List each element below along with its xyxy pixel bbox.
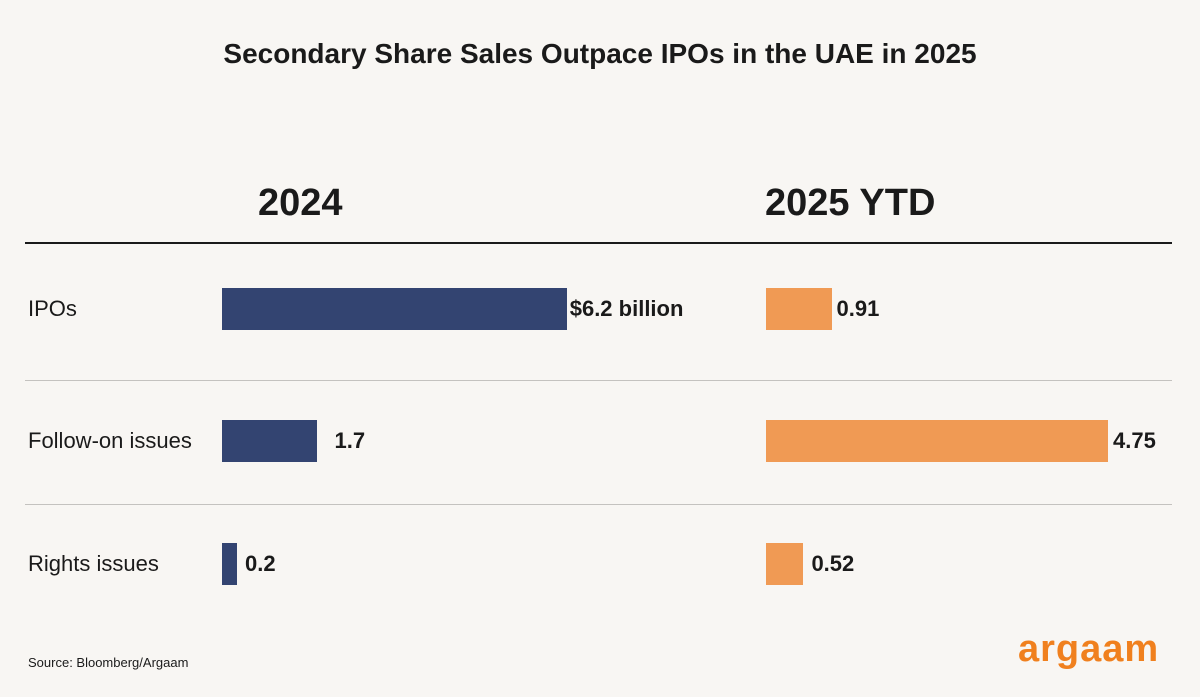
- argaam-logo: argaam: [1018, 628, 1160, 670]
- bar-2024-2: [222, 543, 237, 585]
- bar-2024-0: [222, 288, 567, 330]
- row-divider: [25, 380, 1172, 381]
- row-divider: [25, 504, 1172, 505]
- category-label: IPOs: [28, 296, 77, 321]
- data-label: $6.2 billion: [569, 296, 684, 321]
- header-rule: [25, 242, 1172, 244]
- bar-2024-1: [222, 420, 317, 462]
- source-note: Source: Bloomberg/Argaam: [28, 655, 189, 670]
- bar-2025-0: [766, 288, 832, 330]
- bar-2025-1: [766, 420, 1108, 462]
- column-header-2025-ytd: 2025 YTD: [765, 182, 936, 224]
- category-label: Follow-on issues: [28, 428, 192, 453]
- data-label: 4.75: [1113, 428, 1156, 453]
- data-label: 0.52: [811, 551, 855, 576]
- chart-title: Secondary Share Sales Outpace IPOs in th…: [223, 38, 977, 69]
- data-label: 0.2: [245, 551, 276, 576]
- column-header-2024: 2024: [258, 182, 343, 224]
- data-label: 0.91: [836, 296, 880, 321]
- bar-2025-2: [766, 543, 804, 585]
- category-label: Rights issues: [28, 551, 159, 576]
- data-label: 1.7: [334, 428, 366, 453]
